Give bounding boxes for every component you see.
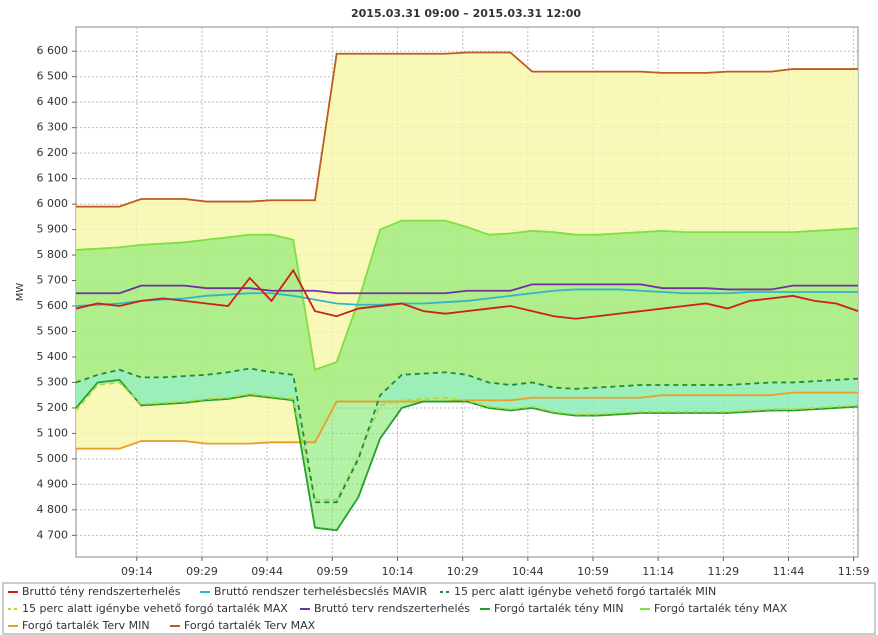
chart-title: 2015.03.31 09:00 – 2015.03.31 12:00 xyxy=(351,7,581,20)
y-tick-label: 6 400 xyxy=(37,95,69,108)
series-line xyxy=(75,268,859,320)
x-tick-label: 09:29 xyxy=(186,565,218,578)
series-line xyxy=(76,391,858,450)
y-tick-label: 6 300 xyxy=(37,121,69,134)
x-tick-label: 11:29 xyxy=(707,565,739,578)
y-tick-label: 4 900 xyxy=(37,477,69,490)
legend-label: Bruttó terv rendszerterhelés xyxy=(314,602,470,615)
legend-label: Forgó tartalék Terv MIN xyxy=(22,619,150,632)
x-tick-label: 10:29 xyxy=(447,565,479,578)
x-tick-label: 11:14 xyxy=(642,565,674,578)
legend-box xyxy=(2,582,876,635)
legend-label: Bruttó rendszer terhelésbecslés MAVIR xyxy=(214,585,428,598)
x-tick-label: 11:59 xyxy=(838,565,870,578)
y-tick-label: 5 200 xyxy=(37,401,69,414)
series-line xyxy=(76,283,858,295)
legend-label: Bruttó tény rendszerterhelés xyxy=(22,585,181,598)
y-tick-label: 5 600 xyxy=(37,299,69,312)
x-tick-label: 09:44 xyxy=(251,565,283,578)
x-tick-label: 10:14 xyxy=(382,565,414,578)
y-tick-label: 6 600 xyxy=(37,44,69,57)
y-tick-label: 5 400 xyxy=(37,350,69,363)
series-line xyxy=(75,378,859,532)
x-tick-label: 11:44 xyxy=(773,565,805,578)
y-tick-label: 5 700 xyxy=(37,274,69,287)
legend-label: 15 perc alatt igénybe vehető forgó tarta… xyxy=(22,602,288,615)
y-tick-label: 5 900 xyxy=(37,223,69,236)
y-tick-label: 4 800 xyxy=(37,503,69,516)
y-tick-label: 5 800 xyxy=(37,248,69,261)
y-tick-label: 6 500 xyxy=(37,70,69,83)
legend-label: Forgó tartalék tény MAX xyxy=(654,602,788,615)
y-tick-label: 4 700 xyxy=(37,528,69,541)
y-tick-label: 6 200 xyxy=(37,146,69,159)
x-tick-label: 09:14 xyxy=(121,565,153,578)
series-line xyxy=(75,288,858,307)
legend-label: Forgó tartalék Terv MAX xyxy=(184,619,316,632)
legend-label: Forgó tartalék tény MIN xyxy=(494,602,624,615)
y-tick-label: 6 000 xyxy=(37,197,69,210)
y-tick-label: 5 000 xyxy=(37,452,69,465)
y-tick-label: 5 300 xyxy=(37,375,69,388)
series-line xyxy=(76,51,858,208)
x-tick-label: 09:59 xyxy=(316,565,348,578)
band-fill xyxy=(76,368,858,503)
series-line xyxy=(75,367,859,504)
y-tick-label: 5 500 xyxy=(37,324,69,337)
y-tick-label: 5 100 xyxy=(37,426,69,439)
y-tick-label: 6 100 xyxy=(37,172,69,185)
x-tick-label: 10:59 xyxy=(577,565,609,578)
legend-label: 15 perc alatt igénybe vehető forgó tarta… xyxy=(454,585,716,598)
y-axis-label: MW xyxy=(15,283,26,302)
x-tick-label: 10:44 xyxy=(512,565,544,578)
series-line xyxy=(75,219,859,371)
